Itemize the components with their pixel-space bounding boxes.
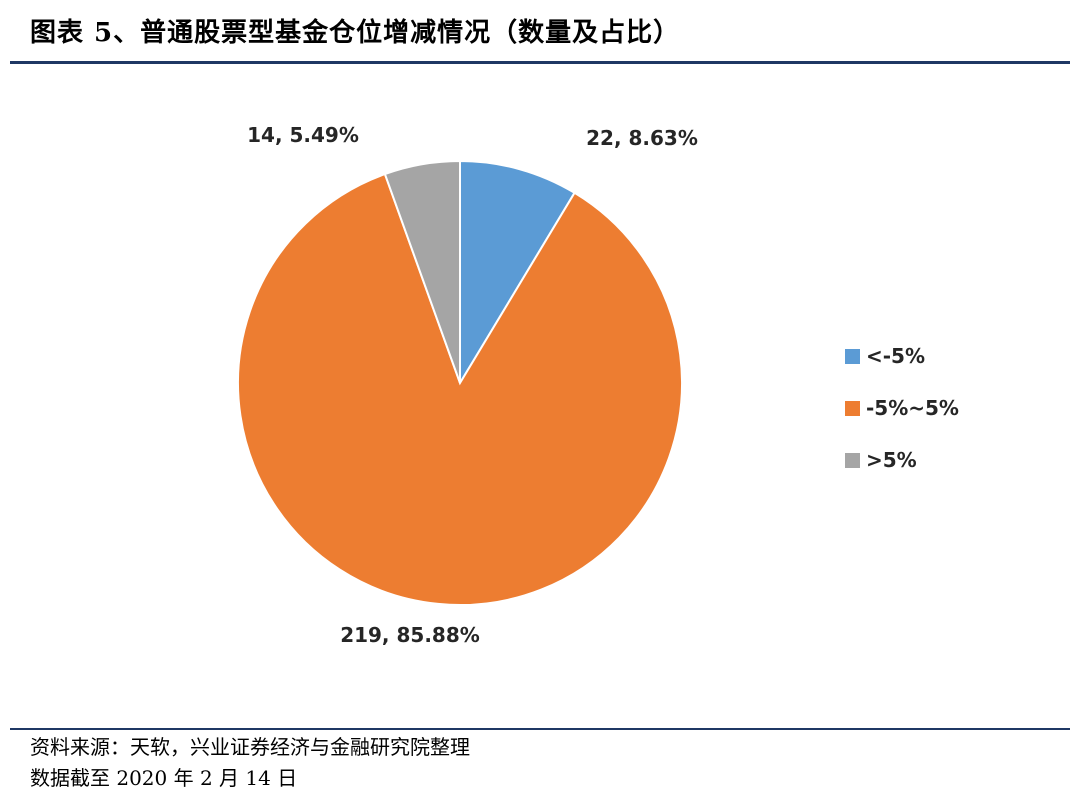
pie-slices [237,159,683,606]
footer: 资料来源：天软，兴业证券经济与金融研究院整理 数据截至 2020 年 2 月 1… [30,732,470,794]
top-rule [10,61,1070,64]
pie-slice [237,172,683,606]
data-label: 14, 5.49% [247,123,359,147]
legend-item-gt-5: >5% [845,434,959,486]
legend-item-minus5-to-5: -5%~5% [845,382,959,434]
legend: <-5% -5%~5% >5% [845,330,959,486]
legend-label: >5% [866,448,917,472]
source-note: 资料来源：天软，兴业证券经济与金融研究院整理 [30,735,470,759]
pie-slice [383,159,461,384]
chart-title: 图表 5、普通股票型基金仓位增减情况（数量及占比） [30,18,681,48]
legend-swatch [845,452,860,468]
legend-swatch [845,348,860,364]
legend-item-lt-minus5: <-5% [845,330,959,382]
pie-data-labels: 22, 8.63% 219, 85.88% 14, 5.49% [247,123,698,647]
bottom-rule [10,728,1070,730]
pie-slice [459,159,576,387]
data-label: 22, 8.63% [586,126,698,150]
legend-swatch [845,400,860,416]
legend-label: <-5% [866,344,926,368]
date-note: 数据截至 2020 年 2 月 14 日 [30,766,298,790]
pie-chart: 22, 8.63% 219, 85.88% 14, 5.49% [237,123,698,647]
legend-label: -5%~5% [866,396,959,420]
data-label: 219, 85.88% [340,623,480,647]
